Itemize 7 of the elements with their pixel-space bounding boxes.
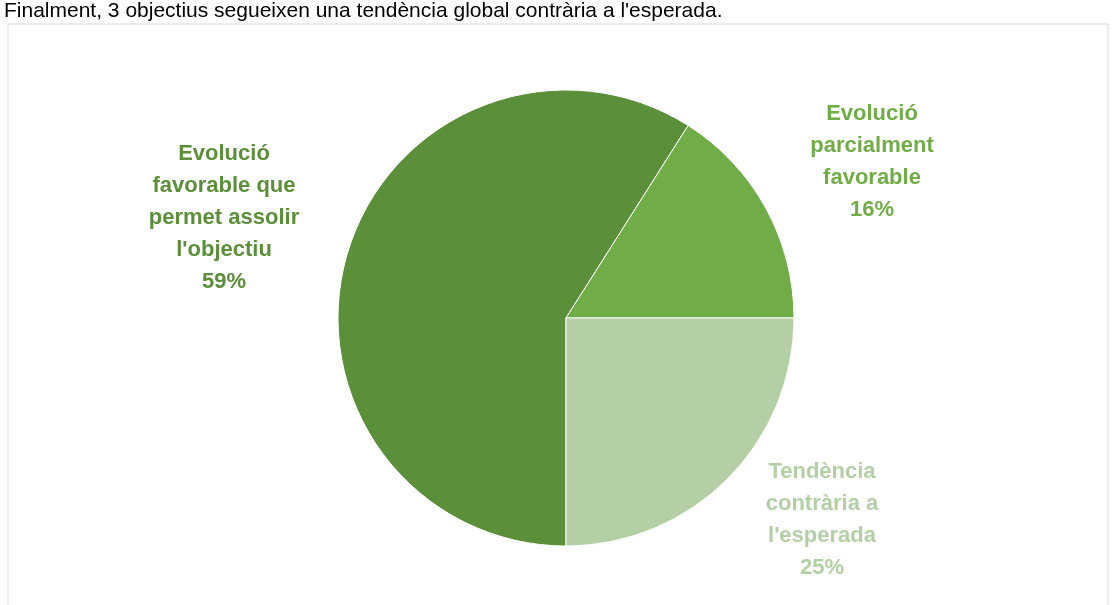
slice-label: Evolució parcialment favorable bbox=[810, 100, 935, 189]
data-label: 16% bbox=[849, 196, 895, 221]
slice-label: Tendència contrària a l'esperada bbox=[765, 458, 880, 547]
data-label: 25% bbox=[799, 554, 845, 579]
slice-label: Evolució favorable que permet assolir l'objectiu bbox=[148, 140, 300, 261]
data-label: 59% bbox=[201, 268, 247, 293]
text: Finalment, 3 objectius segueixen una tendència global contrària a l'esperada. bbox=[4, 0, 723, 21]
